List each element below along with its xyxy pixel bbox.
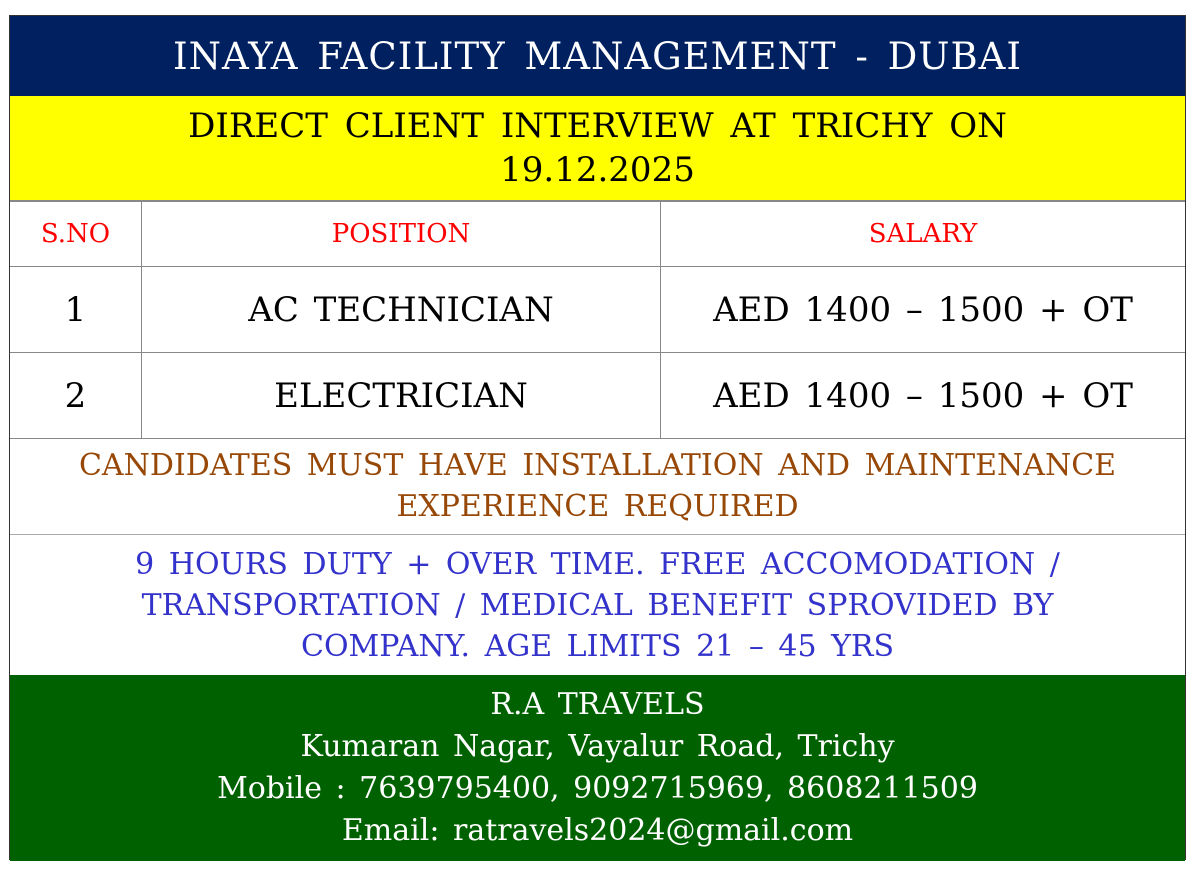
agency-name: R.A TRAVELS (490, 687, 705, 722)
interview-date: 19.12.2025 (500, 150, 695, 190)
requirement-line: CANDIDATES MUST HAVE INSTALLATION AND MA… (78, 448, 1117, 483)
benefits-line: 9 HOURS DUTY + OVER TIME. FREE ACCOMODAT… (135, 546, 1060, 582)
interview-band: DIRECT CLIENT INTERVIEW AT TRICHY ON 19.… (10, 96, 1185, 201)
agency-email: Email: ratravels2024@gmail.com (341, 813, 854, 848)
cell-salary: AED 1400 – 1500 + OT (660, 352, 1185, 439)
table-row: 1 AC TECHNICIAN AED 1400 – 1500 + OT (10, 266, 1185, 353)
requirement-section: CANDIDATES MUST HAVE INSTALLATION AND MA… (10, 438, 1185, 535)
positions-table: S.NO POSITION SALARY 1 AC TECHNICIAN AED… (10, 201, 1185, 439)
requirement-line: EXPERIENCE REQUIRED (396, 489, 799, 524)
benefits-section: 9 HOURS DUTY + OVER TIME. FREE ACCOMODAT… (10, 535, 1185, 675)
cell-position: ELECTRICIAN (141, 352, 661, 439)
cell-position: AC TECHNICIAN (141, 266, 661, 353)
table-row: 2 ELECTRICIAN AED 1400 – 1500 + OT (10, 352, 1185, 439)
column-header-sno: S.NO (10, 201, 142, 267)
benefits-line: COMPANY. AGE LIMITS 21 – 45 YRS (300, 628, 895, 664)
benefits-line: TRANSPORTATION / MEDICAL BENEFIT SPROVID… (141, 587, 1054, 623)
cell-sno: 2 (10, 352, 142, 439)
company-title-band: INAYA FACILITY MANAGEMENT - DUBAI (10, 16, 1185, 96)
job-flyer: INAYA FACILITY MANAGEMENT - DUBAI DIRECT… (9, 15, 1186, 861)
cell-salary: AED 1400 – 1500 + OT (660, 266, 1185, 353)
column-header-position: POSITION (141, 201, 661, 267)
interview-line: DIRECT CLIENT INTERVIEW AT TRICHY ON (188, 106, 1007, 146)
agency-mobile: Mobile : 7639795400, 9092715969, 8608211… (217, 771, 978, 806)
column-header-salary: SALARY (660, 201, 1185, 267)
contact-footer: R.A TRAVELS Kumaran Nagar, Vayalur Road,… (10, 675, 1185, 861)
agency-address: Kumaran Nagar, Vayalur Road, Trichy (300, 729, 895, 764)
cell-sno: 1 (10, 266, 142, 353)
company-title: INAYA FACILITY MANAGEMENT - DUBAI (172, 34, 1022, 78)
table-header-row: S.NO POSITION SALARY (10, 201, 1185, 267)
